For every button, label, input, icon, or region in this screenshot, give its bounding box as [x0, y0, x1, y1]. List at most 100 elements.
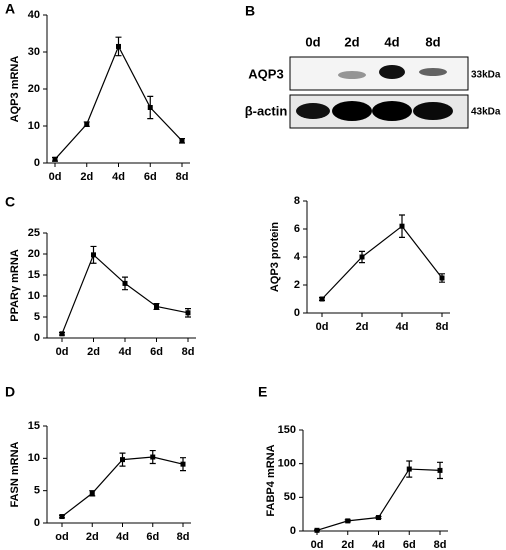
lane-label: 8d	[425, 34, 440, 49]
x-tick-label: 8d	[176, 171, 189, 183]
marker	[147, 105, 153, 110]
size-label: 43kDa	[471, 107, 501, 118]
y-tick-label: 20	[28, 83, 40, 95]
band	[372, 101, 412, 121]
band	[419, 68, 447, 76]
data-line	[321, 225, 443, 300]
y-tick-label: 0	[294, 307, 300, 319]
x-tick-label: 0d	[311, 539, 324, 550]
marker	[345, 518, 351, 524]
y-tick-label: 0	[34, 517, 40, 529]
lane-label: 2d	[344, 34, 359, 49]
marker	[319, 296, 325, 302]
x-tick-label: 4d	[116, 531, 129, 543]
y-axis-label: PPARγ mRNA	[9, 249, 21, 322]
marker	[406, 466, 412, 472]
row-label: β-actin	[245, 103, 288, 118]
x-tick-label: 0d	[49, 171, 62, 183]
y-tick-label: 0	[34, 332, 40, 344]
y-tick-label: 2	[294, 279, 300, 291]
lane-label: 0d	[305, 34, 320, 49]
x-tick-label: 6d	[150, 346, 163, 358]
marker	[180, 461, 186, 467]
x-tick-label: 2d	[87, 346, 100, 358]
x-tick-label: 6d	[144, 171, 157, 183]
marker	[376, 515, 381, 521]
marker	[120, 457, 125, 463]
western-blot	[289, 56, 469, 129]
band	[379, 65, 405, 79]
marker	[179, 138, 185, 144]
data-line	[54, 45, 183, 160]
lane-label: 4d	[384, 34, 399, 49]
x-tick-label: 2d	[341, 539, 354, 550]
panel-letter: C	[5, 194, 15, 210]
marker	[89, 490, 95, 496]
x-tick-label: 6d	[146, 531, 159, 543]
row-label: AQP3	[248, 66, 283, 81]
y-tick-label: 6	[294, 223, 300, 235]
marker	[84, 121, 90, 127]
marker	[154, 304, 159, 309]
marker	[52, 156, 58, 162]
marker	[437, 467, 443, 473]
y-tick-label: 100	[278, 458, 296, 470]
band	[413, 102, 453, 120]
y-tick-label: 15	[28, 269, 40, 281]
y-tick-label: 50	[284, 491, 296, 503]
y-axis-label: AQP3 protein	[269, 222, 281, 293]
x-tick-label: 4d	[112, 171, 125, 183]
x-tick-label: 8d	[177, 531, 190, 543]
y-tick-label: 0	[290, 525, 296, 537]
panel-letter: D	[5, 384, 15, 400]
y-tick-label: 10	[28, 120, 40, 132]
band	[332, 101, 372, 121]
panel-letter: B	[245, 3, 255, 19]
x-tick-label: 4d	[119, 346, 132, 358]
y-tick-label: 0	[34, 157, 40, 169]
x-tick-label: od	[55, 531, 68, 543]
x-tick-label: 2d	[80, 171, 93, 183]
x-tick-label: 8d	[434, 539, 447, 550]
marker	[314, 527, 320, 533]
marker	[59, 331, 65, 337]
marker	[185, 310, 191, 316]
y-tick-label: 15	[28, 420, 40, 432]
x-tick-label: 0d	[56, 346, 69, 358]
marker	[150, 454, 156, 460]
marker	[399, 223, 405, 229]
size-label: 33kDa	[471, 70, 501, 81]
data-line	[61, 253, 189, 335]
marker	[359, 254, 365, 260]
band	[296, 103, 330, 119]
x-tick-label: 4d	[372, 539, 385, 550]
data-line	[316, 468, 441, 531]
y-axis-label: FASN mRNA	[9, 441, 21, 507]
y-tick-label: 10	[28, 290, 40, 302]
y-tick-label: 30	[28, 46, 40, 58]
y-tick-label: 8	[294, 195, 300, 207]
band	[338, 71, 366, 79]
x-tick-label: 4d	[396, 321, 409, 333]
y-tick-label: 5	[34, 311, 40, 323]
y-tick-label: 150	[278, 424, 296, 436]
y-tick-label: 10	[28, 452, 40, 464]
x-tick-label: 0d	[316, 321, 329, 333]
panel-letter: E	[258, 384, 267, 400]
x-tick-label: 2d	[86, 531, 99, 543]
y-tick-label: 25	[28, 227, 40, 239]
panel-letter: A	[5, 1, 15, 17]
marker	[439, 275, 445, 281]
x-tick-label: 8d	[182, 346, 195, 358]
marker	[59, 514, 65, 520]
y-tick-label: 5	[34, 485, 40, 497]
x-tick-label: 6d	[403, 539, 416, 550]
marker	[91, 252, 96, 258]
y-tick-label: 20	[28, 248, 40, 260]
marker	[116, 43, 121, 49]
marker	[122, 280, 128, 286]
y-tick-label: 4	[294, 251, 301, 263]
y-tick-label: 40	[28, 9, 40, 21]
x-tick-label: 2d	[356, 321, 369, 333]
